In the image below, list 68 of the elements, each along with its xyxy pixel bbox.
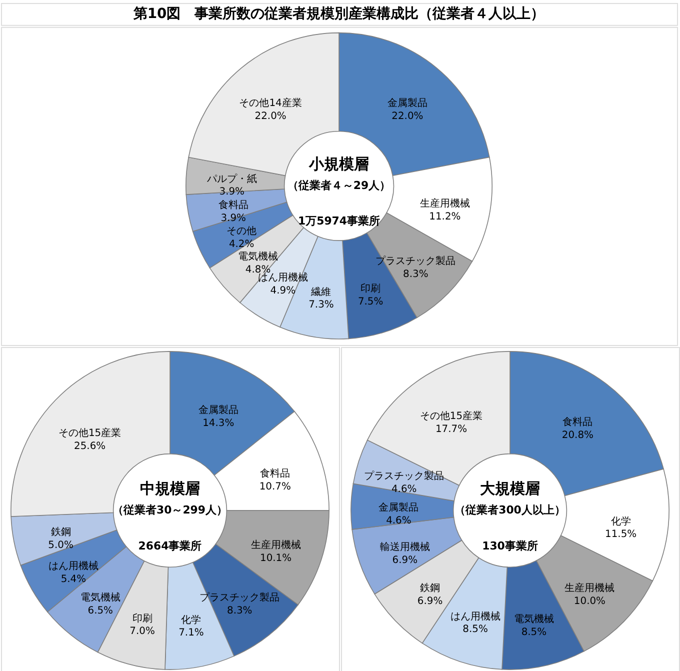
data-label: 11.2% [429, 211, 461, 222]
data-label: 8.3% [403, 269, 428, 280]
text: 大規模層 [480, 480, 540, 498]
data-label: 7.1% [178, 628, 204, 639]
slice-label: 金属製品 [198, 404, 238, 416]
data-label: 25.6% [74, 441, 106, 452]
data-label: 4.6% [391, 484, 417, 495]
data-label: 10.0% [574, 596, 606, 608]
data-label: 8.5% [521, 627, 547, 638]
slice-label: 鉄鋼 [420, 582, 440, 594]
slice-label: 金属製品 [387, 97, 428, 110]
slice-label: その他15産業 [420, 410, 483, 422]
slice-label: 印刷 [132, 612, 152, 624]
data-label: 5.4% [60, 574, 86, 585]
slice-label: プラスチック製品 [364, 470, 444, 482]
slice-label: 電気機械 [514, 613, 554, 626]
data-label: 14.3% [202, 418, 234, 430]
slice-label: その他15産業 [58, 427, 122, 440]
data-label: 20.8% [562, 430, 594, 441]
text: 1万5974事業所 [298, 214, 380, 228]
data-label: 8.5% [462, 624, 488, 636]
text: 中規模層 [140, 480, 200, 498]
text: 2664事業所 [138, 539, 202, 552]
slice-label: 印刷 [360, 282, 381, 294]
slice-label: その他14産業 [239, 97, 302, 110]
data-label: 10.7% [259, 482, 291, 493]
text: 小規模層 [308, 154, 370, 173]
slice-label: 電気機械 [80, 591, 120, 604]
data-label: 11.5% [605, 529, 637, 540]
slice-label: はん用機械 [450, 610, 500, 622]
slice-label: 輸送用機械 [380, 541, 430, 554]
data-label: 7.3% [308, 300, 334, 311]
text: 130事業所 [482, 539, 538, 552]
slice-label: プラスチック製品 [200, 591, 280, 604]
slice-label: 生産用機械 [250, 539, 301, 552]
slice-label: 電気機械 [238, 250, 278, 262]
slice-label: はん用機械 [48, 560, 98, 572]
slice-label: 食料品 [260, 468, 290, 480]
slice-label: 生産用機械 [564, 582, 615, 594]
data-label: 4.9% [270, 285, 296, 296]
slice-label: パルプ・紙 [206, 172, 257, 185]
data-label: 4.6% [386, 516, 412, 527]
data-label: 22.0% [392, 111, 424, 122]
text: （従業者４～29人） [287, 178, 391, 192]
slice-label: 金属製品 [378, 502, 419, 514]
data-label: 3.9% [220, 212, 246, 224]
slice-label: 化学 [610, 515, 631, 528]
slice-label: 食料品 [218, 199, 248, 212]
text: （従業者300人以上） [454, 503, 566, 516]
data-label: 6.9% [417, 596, 443, 607]
data-label: 7.0% [130, 626, 155, 638]
slice-label: 化学 [181, 614, 202, 626]
text: （従業者30～299人） [112, 503, 228, 516]
data-label: 17.7% [435, 424, 468, 435]
data-label: 8.3% [226, 605, 252, 616]
data-label: 6.9% [392, 555, 418, 566]
slice-label: 鉄鋼 [50, 526, 71, 538]
data-label: 6.5% [88, 605, 114, 616]
data-label: 3.9% [219, 186, 244, 198]
data-label: 22.0% [254, 111, 286, 122]
text: 第10図 事業所数の従業者規模別産業構成比（従業者４人以上） [132, 4, 545, 22]
slice-label: 繊維 [310, 286, 332, 298]
data-label: 10.1% [260, 553, 292, 564]
data-label: 5.0% [48, 540, 74, 551]
data-label: 7.5% [358, 296, 384, 308]
slice-label: 生産用機械 [420, 197, 470, 210]
slice-label: その他 [226, 224, 257, 237]
slice-label: 食料品 [562, 416, 593, 428]
